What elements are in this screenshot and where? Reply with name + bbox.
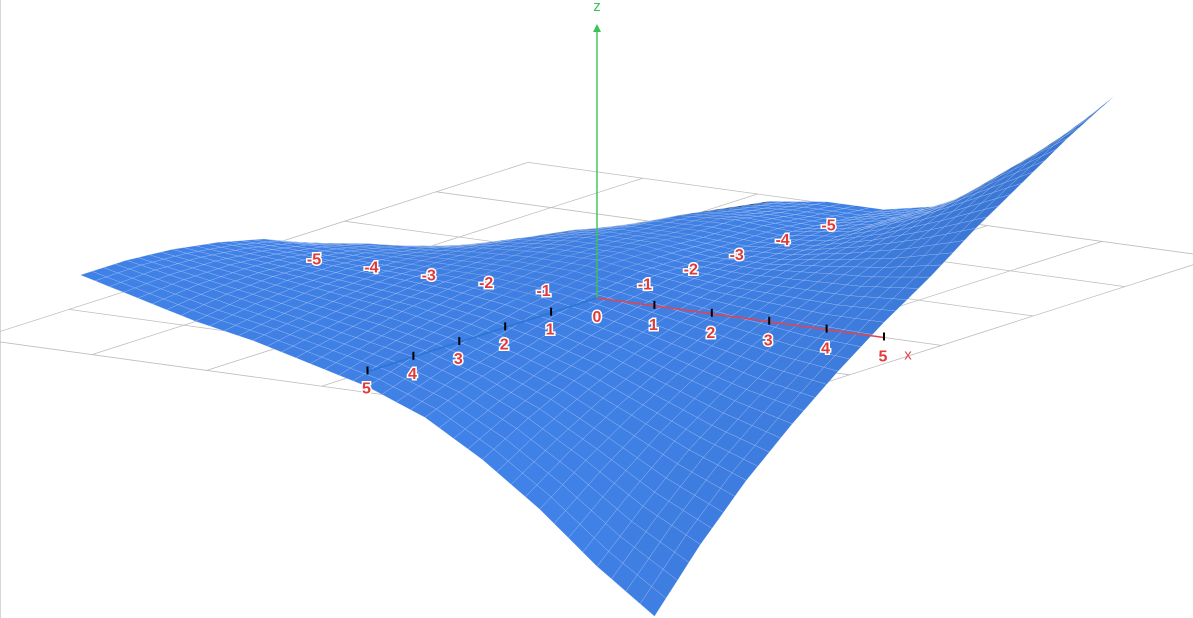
z-axis-arrow	[593, 24, 601, 32]
x-tick-label: -5	[307, 252, 321, 269]
surface-cell	[1053, 127, 1080, 146]
y-axis-line	[367, 297, 598, 373]
y-tick-label: -3	[730, 247, 744, 264]
y-tick-label: 5	[362, 381, 371, 398]
surface-cell	[1064, 117, 1091, 137]
x-axis-title: x	[904, 347, 912, 364]
surface-cell	[79, 271, 107, 281]
x-tick-label: 2	[706, 325, 715, 342]
y-tick-label: 1	[546, 322, 555, 339]
x-tick-label: 4	[821, 341, 830, 358]
y-tick-label: -4	[775, 232, 789, 249]
x-tick-label: -1	[536, 283, 550, 300]
x-tick-label: 1	[649, 317, 658, 334]
y-tick-label: 3	[454, 351, 463, 368]
x-tick-label: 5	[879, 349, 888, 366]
y-tick-label: -2	[684, 262, 698, 279]
y-tick-label: 2	[500, 336, 509, 353]
x-axis-line	[596, 297, 885, 339]
y-axis-title: y	[339, 387, 348, 404]
x-tick-label: 0	[593, 309, 602, 326]
y-tick-label: -1	[638, 276, 652, 293]
y-tick-label: 4	[408, 366, 417, 383]
x-tick-label: -4	[364, 259, 378, 276]
y-tick-label: -5	[821, 218, 835, 235]
z-axis-title: z	[593, 0, 601, 15]
x-tick-label: 3	[764, 333, 773, 350]
axes	[366, 24, 885, 375]
canvas-left-border	[0, 0, 1, 618]
surface-mesh	[79, 96, 1114, 617]
x-tick-label: -3	[422, 267, 436, 284]
x-tick-label: -2	[479, 275, 493, 292]
